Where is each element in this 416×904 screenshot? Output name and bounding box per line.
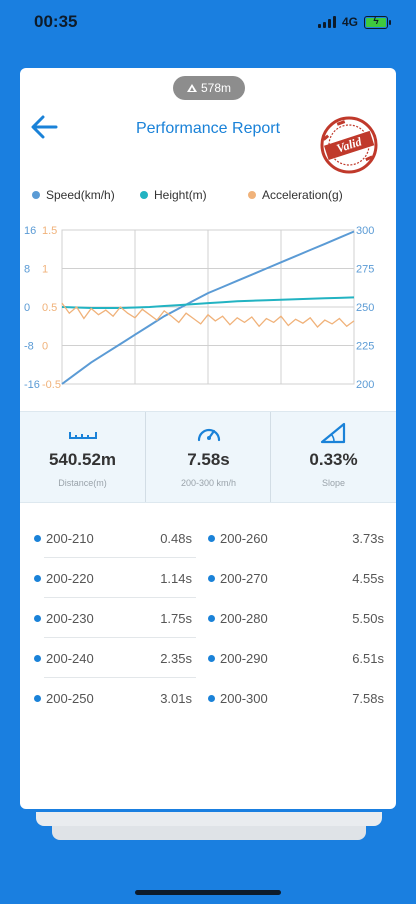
right-tick-label: 300 [356, 225, 374, 237]
valid-stamp: Valid [320, 116, 378, 174]
time-value: 7.58s [187, 450, 230, 469]
report-card: 578m Performance Report Valid Speed(km/h… [20, 68, 396, 809]
split-200-300: 200-300 7.58s [206, 680, 384, 720]
slope-label: Slope [321, 478, 346, 488]
status-time: 00:35 [34, 12, 78, 31]
right-tick-label: 250 [356, 302, 374, 314]
status-bar: 00:35 4G ϟ [0, 0, 416, 46]
card-stack-middle [36, 812, 382, 826]
distance-value: 540.52m [48, 450, 117, 469]
split-200-260: 200-260 3.73s [206, 520, 384, 560]
stats-panel: 540.52m Distance(m) 7.58s 200-300 km/h [20, 411, 396, 503]
status-icons: 4G ϟ [317, 15, 391, 29]
left-inner-tick-label: 0.5 [42, 302, 57, 314]
list-item: 200-210 0.48s 200-260 3.73s [32, 520, 384, 560]
stat-time: 7.58s 200-300 km/h [145, 412, 271, 502]
split-200-240: 200-240 2.35s [32, 640, 200, 680]
left-outer-tick-label: 8 [24, 264, 30, 276]
mountain-icon [186, 84, 197, 92]
left-inner-tick-label: 1.5 [42, 225, 57, 237]
altitude-badge: 578m [173, 76, 245, 100]
legend-label-height: Height(m) [154, 188, 207, 202]
split-200-210: 200-210 0.48s [32, 520, 200, 560]
left-inner-tick-label: 1 [42, 264, 48, 276]
left-inner-tick-label: -0.5 [42, 379, 61, 391]
list-item: 200-230 1.75s 200-280 5.50s [32, 600, 384, 640]
left-outer-tick-label: -16 [24, 379, 40, 391]
legend-label-acceleration: Acceleration(g) [262, 188, 343, 202]
legend-dot-speed [32, 191, 40, 199]
left-inner-tick-label: 0 [42, 341, 48, 353]
stat-distance: 540.52m Distance(m) [20, 412, 145, 502]
legend-dot-acceleration [248, 191, 256, 199]
left-outer-tick-label: -8 [24, 341, 34, 353]
series-line-speed-km-h [61, 230, 355, 385]
legend-acceleration: Acceleration(g) [248, 188, 343, 202]
back-arrow-icon[interactable] [30, 114, 60, 140]
list-item: 200-220 1.14s 200-270 4.55s [32, 560, 384, 600]
split-200-230: 200-230 1.75s [32, 600, 200, 640]
page-title: Performance Report [135, 120, 281, 137]
right-tick-label: 275 [356, 264, 374, 276]
speedometer-icon [197, 428, 220, 442]
legend-speed: Speed(km/h) [32, 188, 115, 202]
split-200-220: 200-220 1.14s [32, 560, 200, 600]
distance-label: Distance(m) [58, 478, 107, 488]
split-200-290: 200-290 6.51s [206, 640, 384, 680]
split-200-280: 200-280 5.50s [206, 600, 384, 640]
network-label: 4G [341, 15, 358, 29]
legend-dot-height [140, 191, 148, 199]
legend-label-speed: Speed(km/h) [46, 188, 115, 202]
series-line-acceleration-g [61, 302, 355, 328]
signal-icon [317, 16, 336, 28]
card-stack-back [52, 824, 366, 840]
home-indicator[interactable] [135, 890, 281, 895]
performance-chart: 16 8 0 -8 -16 1.5 1 0.5 0 -0.5 300 275 250 225 200 [24, 225, 374, 391]
time-label: 200-300 km/h [180, 478, 237, 488]
right-tick-label: 200 [356, 379, 374, 391]
legend-height: Height(m) [140, 188, 207, 202]
left-outer-tick-label: 16 [24, 225, 36, 237]
split-200-250: 200-250 3.01s [32, 680, 200, 720]
slope-icon [320, 422, 345, 444]
list-item: 200-250 3.01s 200-300 7.58s [32, 680, 384, 720]
split-200-270: 200-270 4.55s [206, 560, 384, 600]
series-line-height-m [61, 296, 355, 309]
battery-icon: ϟ [364, 15, 391, 29]
stat-slope: 0.33% Slope [270, 412, 396, 502]
altitude-value: 578m [200, 81, 232, 95]
ruler-icon [68, 432, 97, 439]
left-outer-tick-label: 0 [24, 302, 30, 314]
chart-legend: Speed(km/h) Height(m) Acceleration(g) [32, 188, 392, 206]
list-item: 200-240 2.35s 200-290 6.51s [32, 640, 384, 680]
slope-value: 0.33% [309, 450, 358, 469]
right-tick-label: 225 [356, 341, 374, 353]
